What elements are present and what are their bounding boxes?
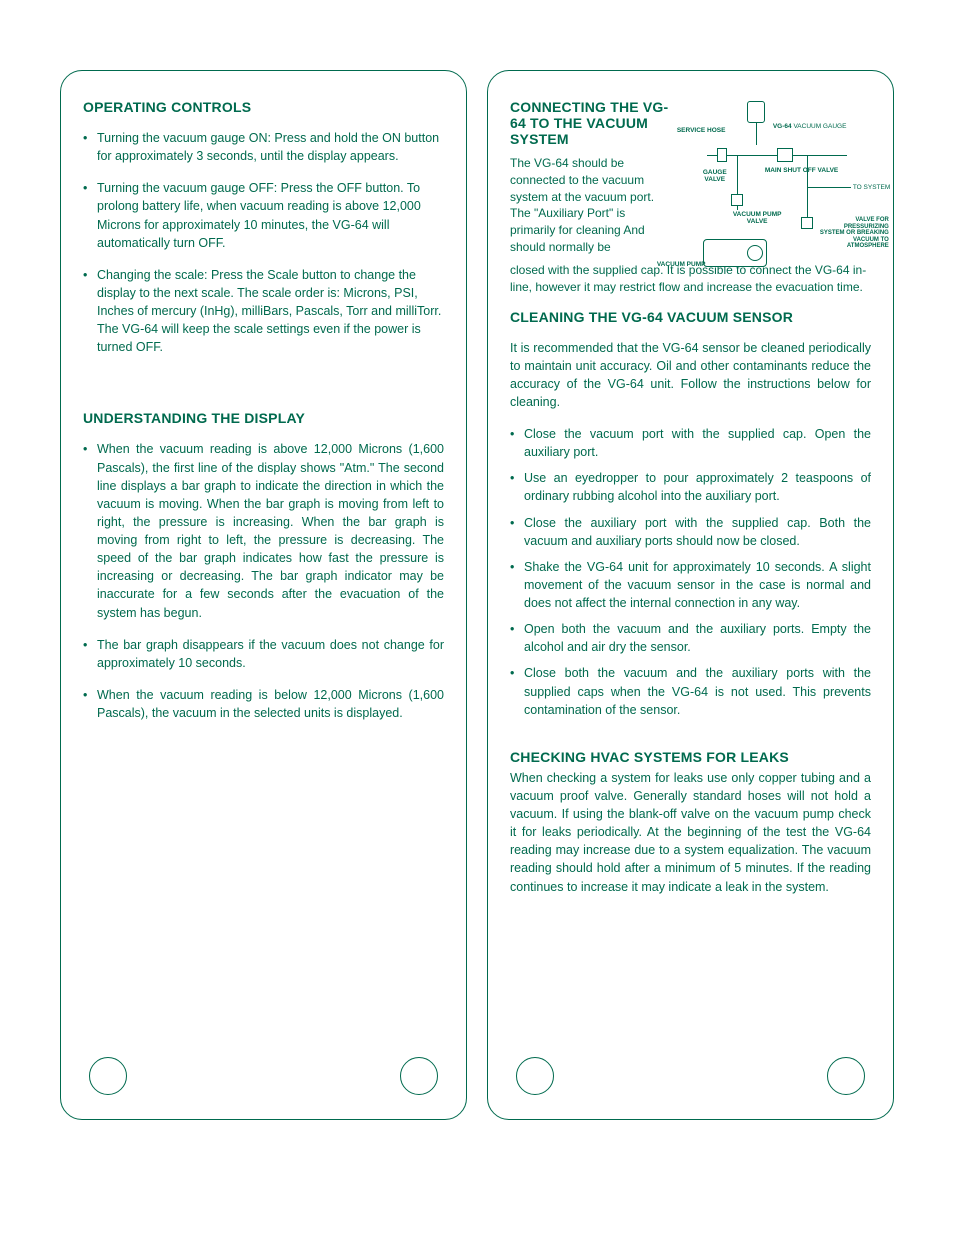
understanding-display-list: When the vacuum reading is above 12,000 …	[83, 440, 444, 736]
leaks-body: When checking a system for leaks use onl…	[510, 769, 871, 896]
diagram-label: GAUGEVALVE	[703, 169, 727, 183]
hole-punch-icon	[400, 1057, 438, 1095]
list-item: Use an eyedropper to pour approximately …	[510, 469, 871, 505]
right-page: CONNECTING THE VG-64 TO THE VACUUM SYSTE…	[487, 70, 894, 1120]
page-circles	[83, 1057, 444, 1095]
diagram-label: VG-64 VACUUM GAUGE	[773, 123, 847, 130]
connecting-section: CONNECTING THE VG-64 TO THE VACUUM SYSTE…	[510, 99, 871, 256]
cleaning-heading: CLEANING THE VG-64 VACUUM SENSOR	[510, 309, 871, 325]
operating-controls-heading: OPERATING CONTROLS	[83, 99, 444, 115]
page-circles	[510, 1057, 871, 1095]
diagram-label: TO SYSTEM	[853, 184, 890, 191]
list-item: When the vacuum reading is above 12,000 …	[83, 440, 444, 621]
left-page: OPERATING CONTROLS Turning the vacuum ga…	[60, 70, 467, 1120]
operating-controls-list: Turning the vacuum gauge ON: Press and h…	[83, 129, 444, 370]
page-spread: OPERATING CONTROLS Turning the vacuum ga…	[60, 70, 894, 1120]
list-item: Turning the vacuum gauge OFF: Press the …	[83, 179, 444, 252]
list-item: Close both the vacuum and the auxiliary …	[510, 664, 871, 718]
list-item: Changing the scale: Press the Scale butt…	[83, 266, 444, 357]
connecting-intro: The VG-64 should be connected to the vac…	[510, 155, 669, 256]
cleaning-list: Close the vacuum port with the supplied …	[510, 425, 871, 727]
diagram-label: VACUUM PUMPVALVE	[733, 211, 782, 225]
diagram-label: VALVE FOR PRESSURIZING SYSTEM OR BREAKIN…	[819, 217, 889, 250]
vacuum-system-diagram: SERVICE HOSE VG-64 VACUUM GAUGE GAUGEVAL…	[677, 99, 871, 256]
leaks-heading: CHECKING HVAC SYSTEMS FOR LEAKS	[510, 749, 871, 765]
understanding-display-heading: UNDERSTANDING THE DISPLAY	[83, 410, 444, 426]
list-item: Open both the vacuum and the auxiliary p…	[510, 620, 871, 656]
list-item: Close the vacuum port with the supplied …	[510, 425, 871, 461]
list-item: Close the auxiliary port with the suppli…	[510, 514, 871, 550]
list-item: The bar graph disappears if the vacuum d…	[83, 636, 444, 672]
list-item: When the vacuum reading is below 12,000 …	[83, 686, 444, 722]
list-item: Shake the VG-64 unit for approximately 1…	[510, 558, 871, 612]
hole-punch-icon	[516, 1057, 554, 1095]
diagram-label: SERVICE HOSE	[677, 127, 726, 134]
connecting-heading: CONNECTING THE VG-64 TO THE VACUUM SYSTE…	[510, 99, 669, 147]
list-item: Turning the vacuum gauge ON: Press and h…	[83, 129, 444, 165]
diagram-label: VACUUM PUMP	[657, 261, 706, 268]
cleaning-intro: It is recommended that the VG-64 sensor …	[510, 339, 871, 412]
hole-punch-icon	[89, 1057, 127, 1095]
diagram-label: MAIN SHUT OFF VALVE	[765, 167, 838, 174]
hole-punch-icon	[827, 1057, 865, 1095]
